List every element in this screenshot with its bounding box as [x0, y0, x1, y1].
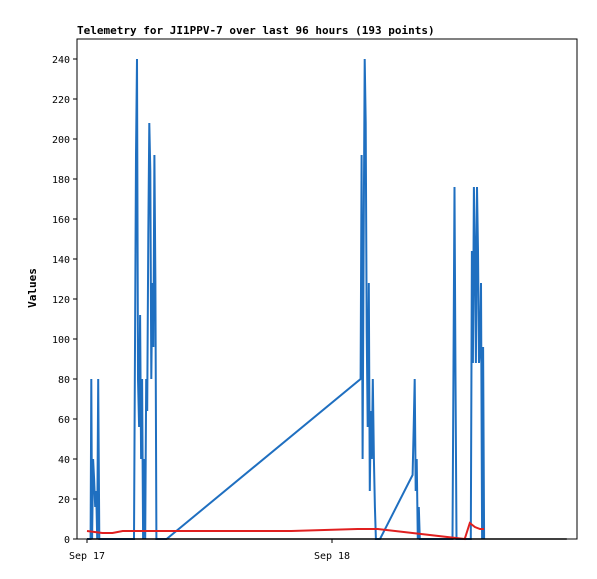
- y-tick-label: 60: [58, 415, 70, 426]
- plot-area-frame: [76, 38, 578, 540]
- y-tick-label: 80: [58, 375, 70, 386]
- series-layer: [86, 58, 567, 541]
- y-tick-label: 20: [58, 495, 70, 506]
- y-tick-label: 0: [64, 535, 70, 546]
- x-tick-label: Sep 17: [69, 551, 105, 562]
- y-tick-label: 120: [52, 295, 70, 306]
- x-axis-ticks: Sep 17 Sep 18: [69, 539, 350, 562]
- chart-title: Telemetry for JI1PPV-7 over last 96 hour…: [77, 24, 435, 37]
- y-tick-label: 240: [52, 55, 70, 66]
- y-tick-label: 140: [52, 255, 70, 266]
- y-tick-label: 160: [52, 215, 70, 226]
- y-tick-label: 100: [52, 335, 70, 346]
- x-tick-label: Sep 18: [314, 551, 350, 562]
- y-axis-label: Values: [26, 268, 39, 308]
- series-line-red: [86, 521, 485, 541]
- y-tick-label: 40: [58, 455, 70, 466]
- y-tick-label: 220: [52, 95, 70, 106]
- y-tick-label: 180: [52, 175, 70, 186]
- y-axis-ticks: 0 20 40 60 80 100 120 140 160 180 200 220 240: [52, 55, 77, 546]
- y-tick-label: 200: [52, 135, 70, 146]
- series-line-blue: [87, 58, 486, 540]
